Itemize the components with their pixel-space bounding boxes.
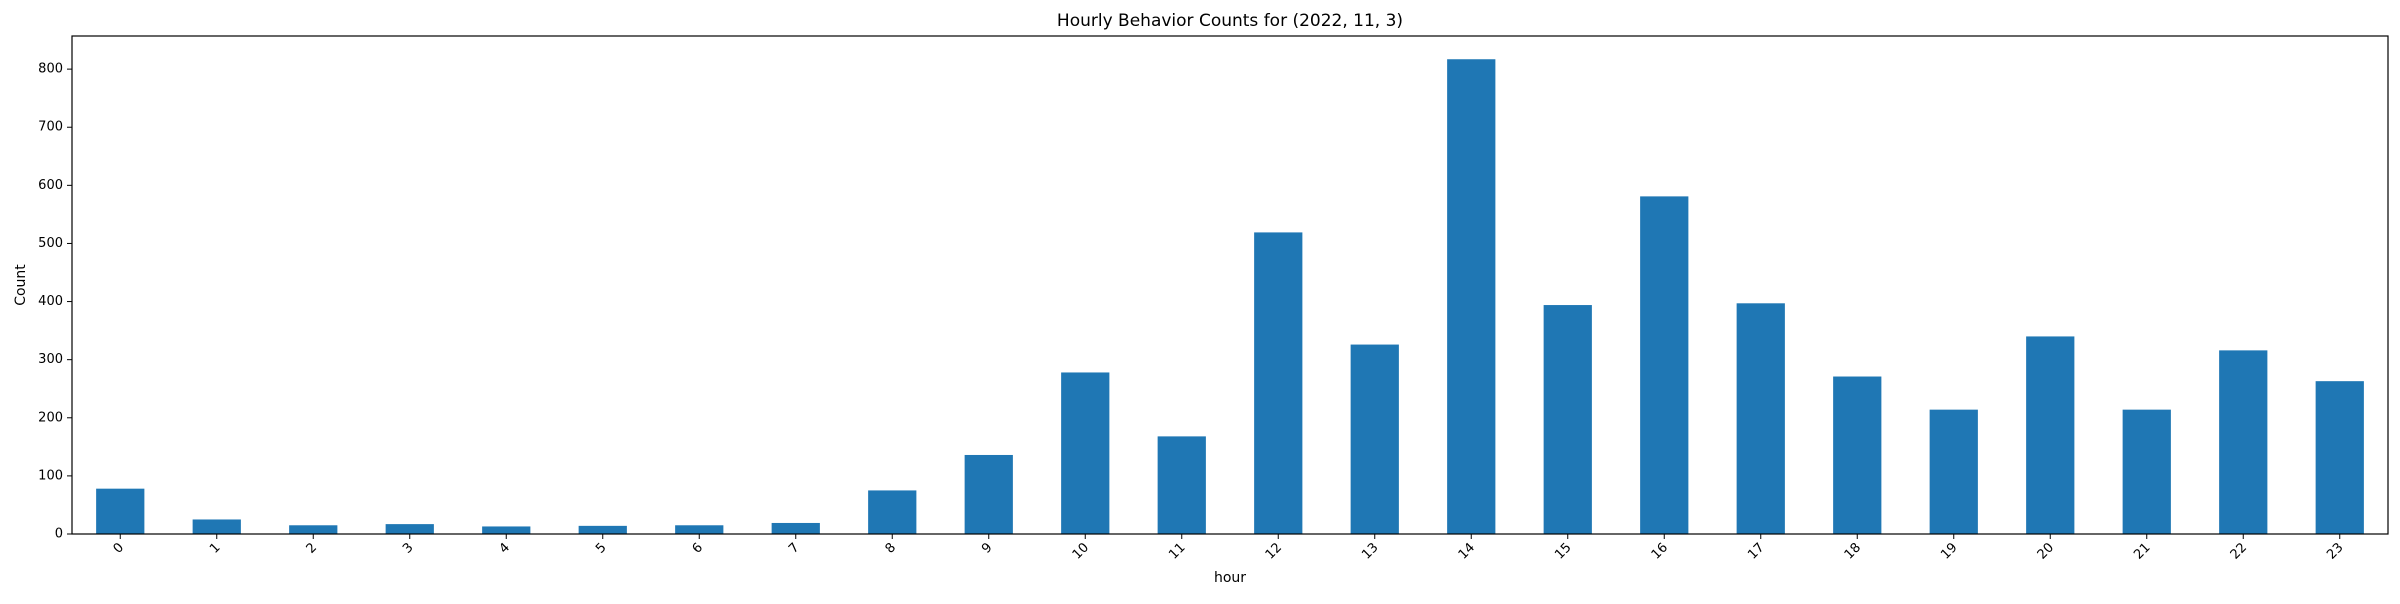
bar-hour-21 bbox=[2122, 409, 2171, 534]
x-tick-label: 13 bbox=[1359, 540, 1381, 562]
y-tick-label: 100 bbox=[38, 468, 63, 483]
bar-hour-9 bbox=[964, 454, 1013, 534]
x-tick-label: 19 bbox=[1938, 540, 1960, 562]
x-tick-label: 22 bbox=[2228, 540, 2250, 562]
y-tick-label: 300 bbox=[38, 352, 63, 367]
x-tick-label: 9 bbox=[979, 540, 995, 556]
x-tick-label: 14 bbox=[1456, 540, 1478, 562]
y-tick-label: 0 bbox=[55, 527, 63, 542]
x-tick-label: 7 bbox=[786, 540, 802, 556]
bar-hour-0 bbox=[96, 488, 145, 534]
y-tick-label: 700 bbox=[38, 120, 63, 135]
bar-hour-6 bbox=[675, 525, 724, 534]
x-tick-label: 8 bbox=[883, 540, 899, 556]
bar-hour-23 bbox=[2315, 381, 2364, 534]
x-axis: 0 1 2 3 4 5 6 7 8 9 10 11 12 13 14 15 16 17 18 19 20 21 22 23 bbox=[111, 534, 2347, 563]
bar-hour-7 bbox=[771, 522, 820, 534]
y-tick-label: 800 bbox=[38, 62, 63, 77]
bar-hour-4 bbox=[482, 526, 531, 534]
x-tick-label: 0 bbox=[111, 540, 127, 556]
x-tick-label: 3 bbox=[400, 540, 416, 556]
x-tick-label: 17 bbox=[1745, 540, 1767, 562]
x-tick-label: 2 bbox=[304, 540, 320, 556]
x-tick-label: 10 bbox=[1070, 540, 1092, 562]
plot-frame bbox=[71, 35, 2389, 535]
bar-hour-17 bbox=[1736, 303, 1785, 534]
x-tick-label: 6 bbox=[690, 540, 706, 556]
y-axis-label: Count bbox=[13, 264, 29, 306]
bar-hour-3 bbox=[385, 524, 434, 534]
bar-hour-1 bbox=[192, 519, 241, 534]
bar-hour-11 bbox=[1157, 436, 1206, 534]
x-tick-label: 18 bbox=[1842, 540, 1864, 562]
x-tick-label: 1 bbox=[207, 540, 223, 556]
y-tick-label: 500 bbox=[38, 236, 63, 251]
y-axis: 0 100 200 300 400 500 600 700 800 bbox=[38, 62, 72, 542]
bar-hour-12 bbox=[1254, 232, 1303, 534]
bar-hour-5 bbox=[578, 525, 627, 534]
bars-layer bbox=[96, 59, 2364, 535]
y-tick-label: 200 bbox=[38, 410, 63, 425]
x-tick-label: 16 bbox=[1649, 540, 1671, 562]
x-tick-label: 4 bbox=[497, 540, 513, 556]
bar-hour-2 bbox=[289, 525, 338, 534]
x-axis-label: hour bbox=[1214, 570, 1246, 586]
y-tick-label: 400 bbox=[38, 294, 63, 309]
bar-hour-10 bbox=[1061, 372, 1110, 534]
bar-hour-20 bbox=[2026, 336, 2075, 534]
bar-hour-14 bbox=[1447, 59, 1496, 535]
x-tick-label: 20 bbox=[2035, 540, 2057, 562]
y-tick-label: 600 bbox=[38, 178, 63, 193]
x-tick-label: 5 bbox=[593, 540, 609, 556]
bar-hour-8 bbox=[868, 490, 917, 534]
x-tick-label: 15 bbox=[1552, 540, 1574, 562]
bar-hour-18 bbox=[1833, 376, 1882, 534]
bar-hour-22 bbox=[2219, 350, 2268, 534]
x-tick-label: 23 bbox=[2324, 540, 2346, 562]
chart-title: Hourly Behavior Counts for (2022, 11, 3) bbox=[1057, 11, 1403, 31]
x-tick-label: 12 bbox=[1263, 540, 1285, 562]
bar-hour-16 bbox=[1640, 196, 1689, 534]
x-tick-label: 11 bbox=[1166, 540, 1188, 562]
x-tick-label: 21 bbox=[2131, 540, 2153, 562]
bar-hour-19 bbox=[1929, 409, 1978, 534]
bar-hour-13 bbox=[1350, 344, 1399, 534]
bar-hour-15 bbox=[1543, 305, 1592, 534]
